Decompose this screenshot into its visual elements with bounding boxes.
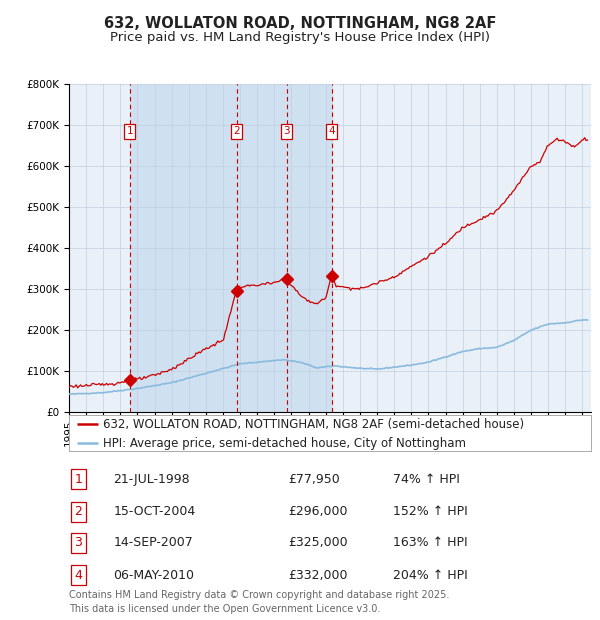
Text: 163% ↑ HPI: 163% ↑ HPI <box>392 536 467 549</box>
Text: £325,000: £325,000 <box>288 536 348 549</box>
Text: 632, WOLLATON ROAD, NOTTINGHAM, NG8 2AF: 632, WOLLATON ROAD, NOTTINGHAM, NG8 2AF <box>104 16 496 30</box>
Text: 204% ↑ HPI: 204% ↑ HPI <box>392 569 467 582</box>
Text: £296,000: £296,000 <box>288 505 348 518</box>
Text: 4: 4 <box>328 126 335 136</box>
Text: 2: 2 <box>233 126 240 136</box>
Text: 14-SEP-2007: 14-SEP-2007 <box>113 536 193 549</box>
Text: Contains HM Land Registry data © Crown copyright and database right 2025.: Contains HM Land Registry data © Crown c… <box>69 590 449 600</box>
Text: HPI: Average price, semi-detached house, City of Nottingham: HPI: Average price, semi-detached house,… <box>103 437 466 450</box>
Text: 632, WOLLATON ROAD, NOTTINGHAM, NG8 2AF (semi-detached house): 632, WOLLATON ROAD, NOTTINGHAM, NG8 2AF … <box>103 418 524 431</box>
Text: £332,000: £332,000 <box>288 569 348 582</box>
Text: 3: 3 <box>74 536 82 549</box>
Text: 15-OCT-2004: 15-OCT-2004 <box>113 505 196 518</box>
Text: 3: 3 <box>283 126 290 136</box>
Text: This data is licensed under the Open Government Licence v3.0.: This data is licensed under the Open Gov… <box>69 604 380 614</box>
Text: 06-MAY-2010: 06-MAY-2010 <box>113 569 194 582</box>
Text: 2: 2 <box>74 505 82 518</box>
Text: 74% ↑ HPI: 74% ↑ HPI <box>392 472 460 485</box>
Text: Price paid vs. HM Land Registry's House Price Index (HPI): Price paid vs. HM Land Registry's House … <box>110 31 490 44</box>
Text: 1: 1 <box>127 126 133 136</box>
Text: £77,950: £77,950 <box>288 472 340 485</box>
Text: 1: 1 <box>74 472 82 485</box>
Text: 4: 4 <box>74 569 82 582</box>
Text: 152% ↑ HPI: 152% ↑ HPI <box>392 505 467 518</box>
Text: 21-JUL-1998: 21-JUL-1998 <box>113 472 190 485</box>
Bar <box>130 84 332 412</box>
